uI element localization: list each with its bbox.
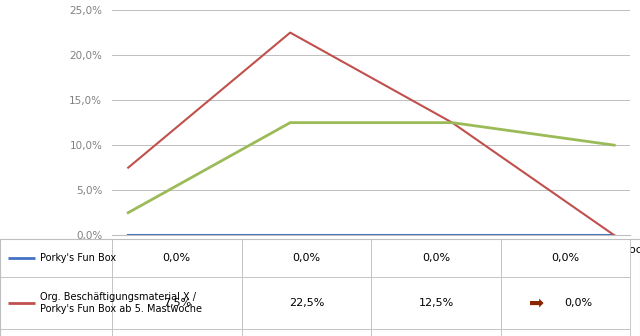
Text: 0,0%: 0,0%	[163, 253, 191, 263]
Text: 0,0%: 0,0%	[564, 298, 593, 308]
Text: 0,0%: 0,0%	[422, 253, 450, 263]
Text: 12,5%: 12,5%	[419, 298, 454, 308]
Text: Porky's Fun Box: Porky's Fun Box	[40, 253, 116, 263]
Text: ➡: ➡	[529, 294, 545, 312]
Text: 0,0%: 0,0%	[292, 253, 321, 263]
Text: 0,0%: 0,0%	[552, 253, 580, 263]
Text: 7,5%: 7,5%	[163, 298, 191, 308]
Text: Org. Beschäftigungsmaterial X /
Porky's Fun Box ab 5. Mastwoche: Org. Beschäftigungsmaterial X / Porky's …	[40, 292, 202, 314]
Text: 22,5%: 22,5%	[289, 298, 324, 308]
